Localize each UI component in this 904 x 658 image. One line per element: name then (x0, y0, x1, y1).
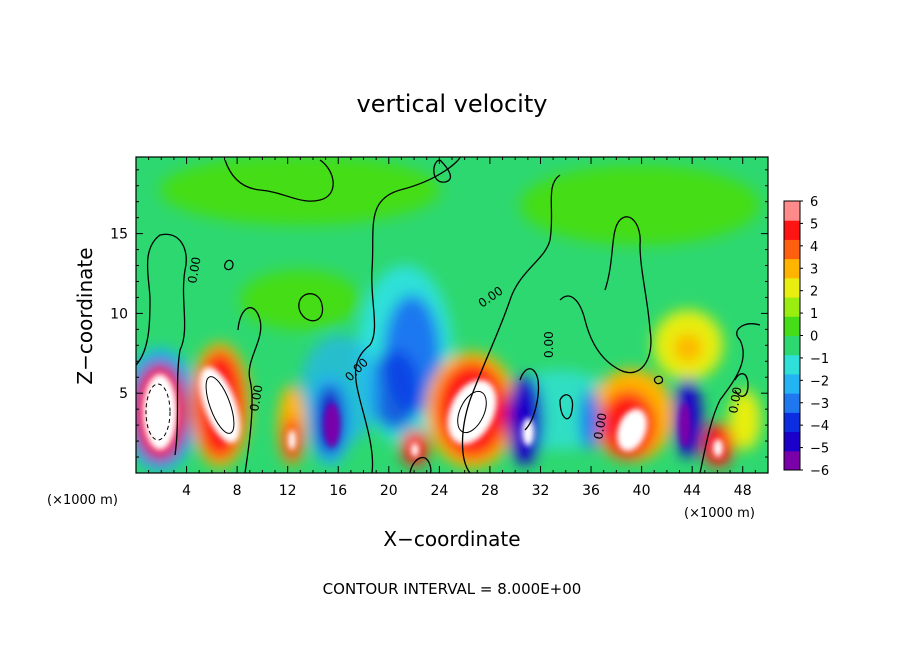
contour-right-loop (559, 216, 652, 374)
colorbar-tick-label: 6 (810, 195, 818, 210)
contour-dashed-left (145, 383, 171, 441)
core-left-white (143, 374, 177, 450)
colorbar-swatch (784, 297, 800, 317)
core-46-white (713, 439, 723, 457)
colorbar-tick-label: −2 (810, 374, 829, 389)
colorbar-tick-label: −4 (810, 419, 829, 434)
colorbar-swatch (784, 450, 800, 471)
colorbar-tick-label: 0 (810, 330, 818, 345)
contour-central-boundary (354, 157, 461, 473)
x-tick-label: 48 (734, 483, 752, 499)
contour-label: 0.00 (247, 384, 265, 413)
contour-small-7 (734, 373, 749, 397)
contour-top-right (433, 159, 452, 183)
colorbar-swatch (784, 277, 800, 298)
x-tick-label: 40 (633, 483, 651, 499)
x-tick-label: 12 (279, 483, 297, 499)
core-right-white (616, 408, 648, 452)
core-44-purple (679, 403, 691, 447)
colorbar-tick-label: 3 (810, 262, 818, 277)
contour-label: 0.00 (726, 386, 744, 415)
y-axis-label: Z−coordinate (73, 247, 97, 384)
y-tick-label: 10 (110, 306, 128, 322)
colorbar-swatch (784, 239, 800, 260)
contour-lines (136, 157, 761, 473)
core-30-white (522, 418, 534, 446)
x-tick-label: 4 (182, 483, 191, 499)
colorbar-swatch (784, 354, 800, 375)
x-tick-label: 20 (380, 483, 398, 499)
core-16-purple (324, 403, 340, 447)
y-tick-label: 5 (119, 386, 128, 402)
x-tick-label: 32 (532, 483, 550, 499)
colorbar-tick-label: −5 (810, 442, 829, 457)
colorbar-tick-label: −1 (810, 352, 829, 367)
colorbar-swatch (784, 258, 800, 279)
field-upper-light (160, 157, 440, 225)
x-unit-left: (×1000 m) (47, 493, 118, 508)
colorbar-swatch (784, 220, 800, 240)
contour-left-1 (136, 233, 187, 456)
colorbar-swatch (784, 431, 800, 452)
contour-far-right (699, 323, 761, 473)
colorbar (784, 201, 800, 471)
core-second-white (199, 367, 241, 443)
plot-area: 0.00 0.00 0.00 0.00 0.00 0.00 0.00 (136, 157, 768, 473)
x-unit-right: (×1000 m) (684, 506, 755, 521)
contour-small-4 (519, 368, 540, 431)
contour-dashed (145, 383, 171, 441)
x-tick-label: 8 (233, 483, 242, 499)
colorbar-swatch (784, 393, 800, 413)
colorbar-tick-label: −6 (810, 464, 829, 479)
colorbar-tick-label: 2 (810, 285, 818, 300)
contour-thin-center (457, 390, 487, 434)
contour-small-5 (559, 394, 574, 420)
contour-small-2 (224, 259, 234, 271)
field-cores (143, 367, 723, 457)
x-axis-ticks: 4 8 12 16 20 24 28 32 36 40 44 48 (148, 157, 756, 499)
field-36-blue (580, 390, 600, 450)
field-orange-right (674, 334, 702, 362)
colorbar-swatch (784, 412, 800, 433)
chart-title: vertical velocity (357, 90, 548, 118)
colorbar-tick-label: 1 (810, 307, 818, 322)
colorbar-ticks: 6 5 4 3 2 1 0 −1 −2 −3 −4 −5 −6 (800, 195, 829, 479)
contour-label: 0.00 (591, 412, 609, 441)
x-tick-label: 36 (582, 483, 600, 499)
contour-thin (205, 376, 487, 434)
contour-left-2 (237, 307, 262, 473)
field-upper-right-light (520, 165, 760, 245)
contour-mid-divide (461, 174, 561, 473)
core-22-white (411, 443, 419, 457)
contour-small-1 (298, 293, 324, 322)
colorbar-swatch (784, 335, 800, 356)
x-tick-label: 44 (683, 483, 701, 499)
x-tick-label: 24 (430, 483, 448, 499)
contour-label: 0.00 (185, 256, 203, 285)
colorbar-tick-label: 4 (810, 240, 818, 255)
contour-interval-note: CONTOUR INTERVAL = 8.000E+00 (323, 580, 582, 598)
core-third-white (288, 430, 296, 450)
core-center-white (447, 379, 497, 445)
x-axis-label: X−coordinate (383, 527, 520, 551)
colorbar-swatch (784, 316, 800, 336)
x-tick-label: 16 (329, 483, 347, 499)
contour-top-blob (224, 159, 334, 202)
colorbar-tick-label: −3 (810, 397, 829, 412)
contour-thin-second (205, 376, 235, 434)
x-tick-label: 28 (481, 483, 499, 499)
contour-small-6 (653, 375, 664, 385)
colorbar-swatch (784, 373, 800, 394)
colorbar-swatch (784, 201, 800, 221)
y-axis-ticks: 5 10 15 (110, 169, 768, 458)
field-blue-column-b (370, 350, 420, 430)
colorbar-tick-label: 5 (810, 217, 818, 232)
field-48-yellow (729, 390, 761, 450)
contour-label: 0.00 (542, 331, 556, 358)
y-tick-label: 15 (110, 227, 128, 243)
